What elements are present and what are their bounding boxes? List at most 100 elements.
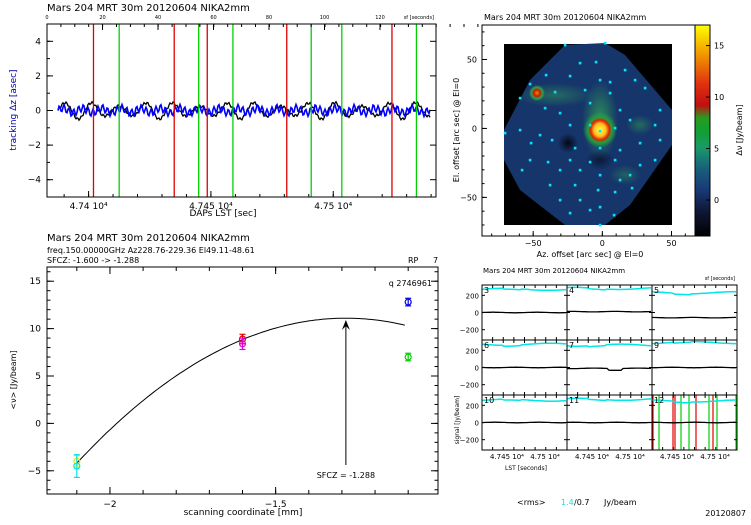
focus-fit-curve: [76, 317, 406, 464]
tracking-y-tick-label: 2: [35, 72, 41, 82]
map-x-label: Az. offset [arc sec] @ El=0: [537, 250, 644, 259]
timeline-x-tick-label: 4.745 10⁴: [490, 453, 524, 461]
timeline-y-tick-label: 0: [475, 365, 479, 373]
map-sample-marker: [568, 74, 572, 78]
timeline-black-trace: [651, 421, 736, 424]
focus-annotation: SFCZ = -1.288: [317, 471, 375, 480]
map-sample-marker: [558, 111, 562, 115]
map-sample-marker: [546, 160, 550, 164]
colorbar-axes: 0 5 10 15: [706, 42, 724, 205]
map-sample-marker: [518, 96, 522, 100]
timeline-y-tick-label: 200: [466, 347, 479, 355]
timelines-top-axis-label: sf [seconds]: [705, 276, 735, 282]
map-sample-marker: [550, 138, 554, 142]
timeline-y-tick-label: 200: [466, 292, 479, 300]
map-sample-marker: [528, 158, 532, 162]
map-sample-marker: [613, 158, 617, 162]
map-sample-marker: [548, 183, 552, 187]
focus-x-tick-label: −1.5: [265, 500, 287, 510]
map-sample-marker: [563, 43, 567, 47]
map-sample-marker: [573, 183, 577, 187]
timeline-panel-4: 4: [566, 284, 653, 341]
map-sample-marker: [638, 141, 642, 145]
colorbar-tick-label: 5: [714, 145, 719, 154]
timeline-x-tick-label: 4.745 10⁴: [660, 453, 694, 461]
map-sample-marker: [598, 146, 602, 150]
tracking-x-tick-label: 4.75 10⁴: [314, 202, 352, 212]
focus-point-marker: [73, 462, 81, 470]
map-sample-marker: [598, 173, 602, 177]
focus-header-line-2: freq.150.00000GHz Az228.76-229.36 El49.1…: [47, 246, 255, 255]
tracking-x-label: DAPs LST [sec]: [189, 209, 256, 219]
map-sample-marker: [612, 213, 616, 217]
timeline-cyan-trace: [481, 398, 567, 402]
map-sample-marker: [598, 223, 602, 227]
map-sample-marker: [628, 173, 632, 177]
colorbar-tick-label: 10: [714, 93, 724, 102]
rms-unit: Jy/beam: [603, 498, 637, 507]
map-sample-marker: [598, 78, 602, 82]
focus-y-tick-label: 5: [35, 372, 41, 382]
focus-y-tick-label: 0: [35, 419, 41, 429]
map-sample-marker: [568, 158, 572, 162]
tracking-top-tick-label: 20: [99, 15, 105, 21]
map-sample-marker: [518, 128, 522, 132]
map-sample-marker: [520, 168, 524, 172]
focus-y-tick-label: −5: [28, 467, 41, 477]
focus-data-points: [73, 297, 412, 479]
timeline-x-tick-label: 4.745 10⁴: [575, 453, 609, 461]
map-sample-marker: [588, 123, 592, 127]
timeline-black-trace: [652, 366, 736, 369]
focus-plot-frame: [46, 266, 439, 495]
map-sample-marker: [598, 129, 602, 133]
timeline-y-tick-label: −200: [460, 382, 479, 390]
map-sample-marker: [588, 208, 592, 212]
timeline-panel-5: 5: [651, 284, 738, 341]
timeline-black-trace: [651, 316, 736, 319]
tracking-y-tick-label: 0: [35, 107, 41, 117]
tracking-trace-blue: [57, 102, 431, 119]
timeline-panel-id: 10: [484, 396, 494, 405]
map-title: Mars 204 MRT 30m 20120604 NIKA2mm: [484, 13, 647, 22]
timeline-panel-id: 3: [484, 286, 489, 295]
map-sample-marker: [558, 168, 562, 172]
map-y-tick-label: 50: [467, 55, 477, 64]
map-peak-secondary: [529, 85, 545, 101]
timeline-black-trace: [482, 366, 566, 369]
map-sample-marker: [658, 108, 662, 112]
tracking-top-axis-label: sf [seconds]: [404, 15, 434, 21]
tracking-x-tick-label: 4.745 10⁴: [189, 202, 233, 212]
focus-data-point: [238, 337, 247, 351]
map-sample-marker: [558, 198, 562, 202]
tracking-x-tick-label: 4.74 10⁴: [70, 202, 108, 212]
timeline-x-tick-label: 4.75 10⁴: [700, 453, 730, 461]
timeline-panel-12: 12 4.745 10⁴ 4.75 10⁴: [651, 394, 738, 461]
timelines-panels: 3 −200 0 200 4 5 6 −200 0 200 7 9 10 −200 0 200 4.745 10…: [460, 284, 738, 461]
map-sample-marker: [538, 133, 542, 137]
focus-point-marker: [404, 298, 412, 306]
focus-x-label: scanning coordinate [mm]: [184, 508, 303, 518]
map-sample-marker: [613, 190, 617, 194]
map-sample-marker: [618, 108, 622, 112]
timeline-x-tick-label: 4.75 10⁴: [530, 453, 560, 461]
timeline-panel-id: 11: [569, 396, 579, 405]
focus-data-point: [73, 454, 81, 479]
map-sample-marker: [596, 188, 600, 192]
tracking-top-tick-label: 80: [266, 15, 272, 21]
timeline-black-trace: [481, 311, 567, 314]
timeline-panel-10: 10 −200 0 200 4.745 10⁴ 4.75 10⁴: [460, 394, 568, 461]
focus-y-tick-label: 10: [30, 325, 42, 335]
map-sample-marker: [653, 123, 657, 127]
focus-data-point: [404, 297, 412, 307]
colorbar-tick-label: 0: [714, 196, 719, 205]
map-x-tick-label: 0: [600, 239, 605, 248]
timeline-y-tick-label: −200: [460, 327, 479, 335]
timeline-cyan-trace: [651, 290, 736, 296]
focus-rp-label: RP: [408, 256, 419, 265]
map-sample-marker: [633, 78, 637, 82]
map-y-label: El. offset [arc sec] @ El=0: [452, 78, 461, 182]
map-sample-marker: [573, 146, 577, 150]
timeline-cyan-trace: [652, 399, 736, 404]
timelines-y-label: signal [Jy/beam]: [454, 396, 461, 445]
